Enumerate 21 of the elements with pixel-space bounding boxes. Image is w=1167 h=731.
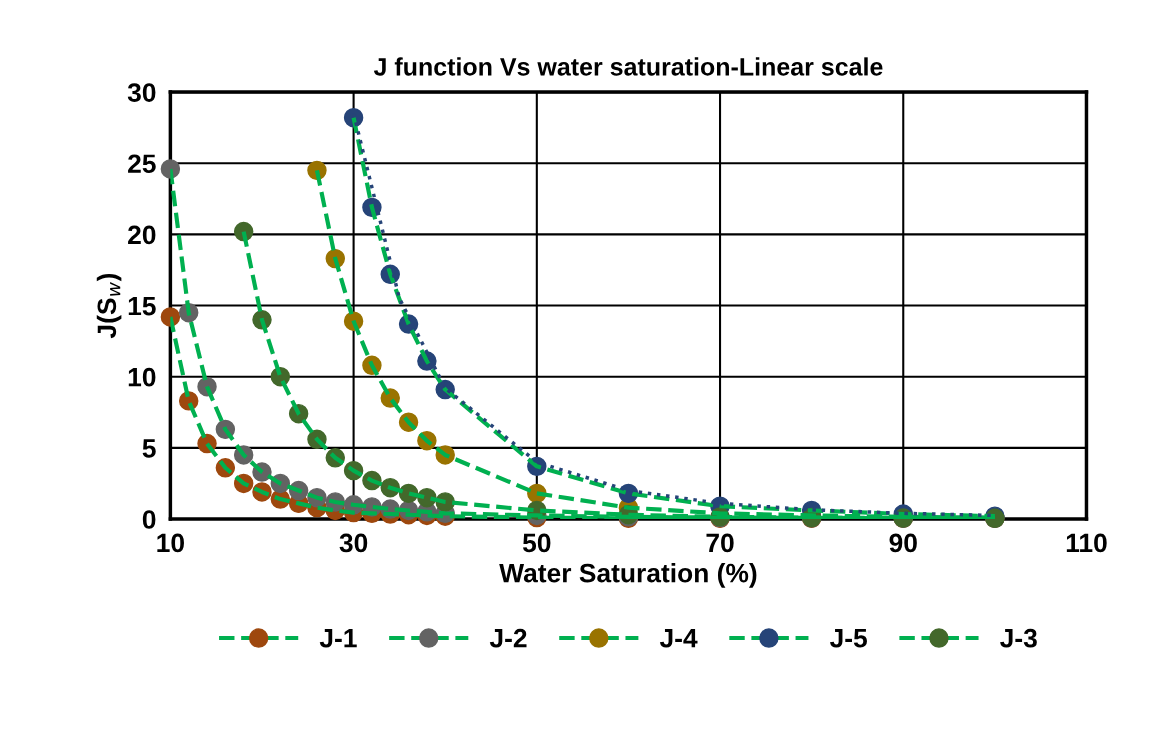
y-axis-title: J(S$_{w}$) [96, 273, 122, 339]
x-axis-title: Water Saturation (%) [499, 563, 757, 588]
legend-label: J-2 [489, 628, 527, 648]
chart-title: J function Vs water saturation-Linear scale [373, 57, 883, 76]
x-tick-label: 90 [889, 533, 917, 553]
y-tick-label: 20 [128, 225, 156, 245]
y-tick-label: 25 [128, 154, 156, 174]
legend-label: J-1 [319, 629, 357, 648]
x-tick-label: 30 [339, 533, 368, 553]
x-tick-label: 10 [157, 533, 184, 553]
y-tick-label: 15 [128, 296, 156, 316]
x-tick-label: 70 [706, 533, 734, 553]
x-tick-label: 50 [522, 533, 551, 553]
legend-label: J-5 [829, 629, 867, 648]
y-tick-label: 30 [127, 83, 156, 102]
y-tick-label: 0 [142, 510, 156, 529]
legend-label: J-3 [1000, 628, 1037, 648]
x-tick-label: 110 [1066, 533, 1107, 553]
y-tick-label: 5 [142, 439, 156, 458]
legend-label: J-4 [659, 629, 698, 648]
y-tick-label: 10 [128, 367, 156, 387]
